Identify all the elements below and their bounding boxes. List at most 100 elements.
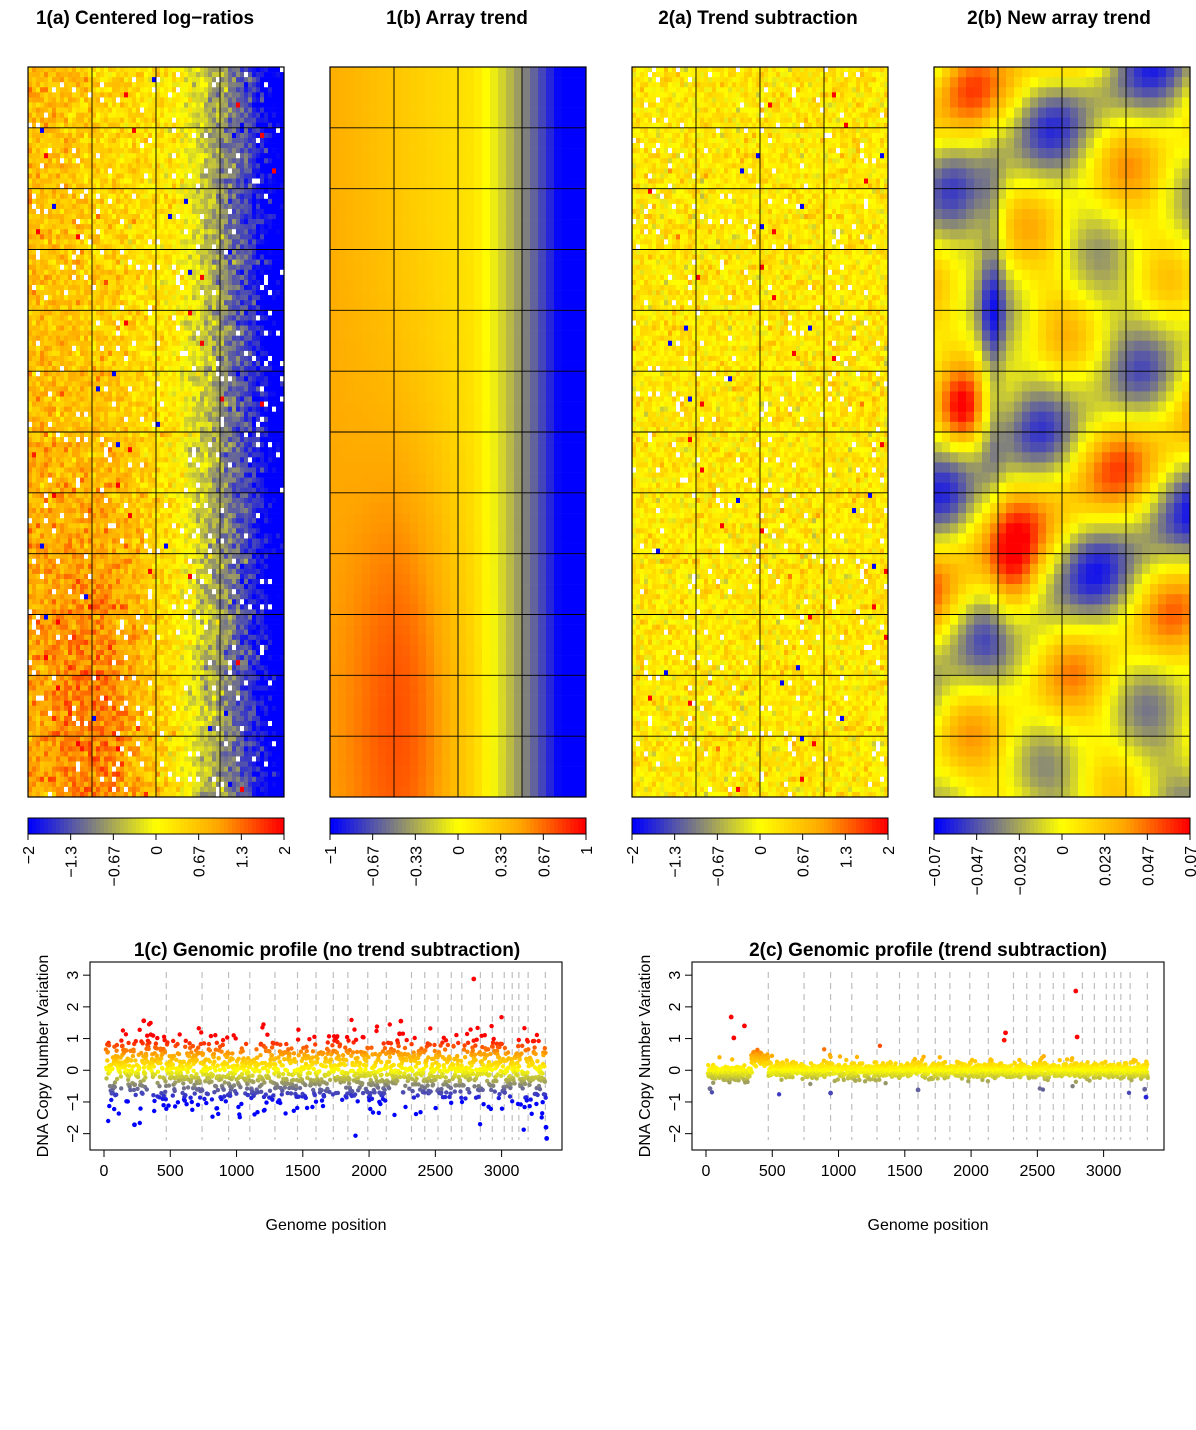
data-point bbox=[200, 1051, 206, 1056]
data-point bbox=[440, 1040, 445, 1045]
data-point bbox=[837, 1054, 843, 1059]
data-point bbox=[396, 1043, 401, 1049]
colorbar-tick-label: 0 bbox=[149, 846, 166, 855]
colorbar-tick-label: −0.07 bbox=[927, 846, 944, 887]
data-point bbox=[219, 1049, 224, 1054]
data-point bbox=[230, 1051, 235, 1056]
data-points bbox=[103, 976, 550, 1141]
data-point bbox=[192, 1075, 198, 1080]
data-point bbox=[489, 1067, 495, 1073]
data-point bbox=[226, 1051, 231, 1056]
outlier-point bbox=[398, 1018, 404, 1024]
data-point bbox=[209, 1079, 214, 1084]
data-point bbox=[220, 1037, 226, 1043]
data-point bbox=[173, 1080, 178, 1085]
data-point bbox=[132, 1082, 138, 1087]
data-point bbox=[197, 1095, 203, 1100]
data-point bbox=[432, 1048, 437, 1054]
data-point bbox=[539, 1115, 544, 1120]
data-point bbox=[398, 1070, 403, 1075]
data-point bbox=[131, 1087, 137, 1093]
outlier-point bbox=[1074, 1034, 1080, 1040]
data-point bbox=[391, 1048, 397, 1053]
data-point bbox=[118, 1070, 123, 1075]
data-point bbox=[275, 1067, 280, 1072]
data-point bbox=[363, 1067, 368, 1072]
x-tick-label: 1000 bbox=[821, 1163, 857, 1180]
data-point bbox=[522, 1026, 527, 1031]
data-point bbox=[246, 1074, 251, 1080]
x-tick-label: 500 bbox=[157, 1163, 184, 1180]
data-point bbox=[893, 1061, 898, 1066]
data-point bbox=[403, 1083, 408, 1089]
data-point bbox=[239, 1101, 244, 1107]
data-point bbox=[157, 1084, 162, 1089]
heatmap-4 bbox=[933, 66, 1191, 798]
data-point bbox=[373, 1075, 379, 1081]
data-point bbox=[472, 1084, 477, 1089]
data-point bbox=[106, 1043, 112, 1048]
data-point bbox=[184, 1102, 189, 1107]
data-point bbox=[333, 1078, 338, 1083]
data-point bbox=[291, 1108, 296, 1114]
data-point bbox=[140, 1091, 145, 1096]
y-tick-label: 0 bbox=[65, 1066, 82, 1075]
data-point bbox=[265, 1032, 270, 1037]
data-point bbox=[443, 1038, 449, 1043]
data-point bbox=[489, 1023, 494, 1029]
data-point bbox=[107, 1083, 113, 1089]
data-point bbox=[326, 1048, 331, 1054]
data-point bbox=[923, 1062, 928, 1067]
data-point bbox=[261, 1022, 266, 1027]
data-point bbox=[380, 1049, 385, 1054]
data-point bbox=[250, 1073, 255, 1078]
colorbar-3: −2 −1.3 −0.67 0 0.67 1.3 2 bbox=[625, 817, 898, 886]
data-point bbox=[522, 1104, 527, 1110]
data-point bbox=[280, 1088, 285, 1094]
data-point bbox=[418, 1050, 423, 1055]
data-point bbox=[282, 1085, 288, 1090]
data-point bbox=[212, 1059, 217, 1065]
data-point bbox=[822, 1047, 827, 1052]
data-point bbox=[504, 1084, 510, 1089]
data-point bbox=[321, 1094, 327, 1099]
outlier-point bbox=[828, 1090, 833, 1096]
data-point bbox=[289, 1046, 294, 1051]
data-point bbox=[543, 1095, 548, 1100]
data-point bbox=[198, 1041, 203, 1047]
data-point bbox=[516, 1064, 522, 1069]
data-point bbox=[152, 1108, 157, 1114]
data-point bbox=[379, 1072, 384, 1078]
data-point bbox=[208, 1033, 214, 1039]
data-point bbox=[170, 1093, 175, 1098]
data-point bbox=[155, 1080, 160, 1086]
data-point bbox=[259, 1089, 264, 1095]
panel-title-2b: 2(b) New array trend bbox=[909, 8, 1196, 30]
data-point bbox=[133, 1039, 138, 1044]
data-point bbox=[230, 1056, 235, 1062]
data-point bbox=[515, 1060, 520, 1066]
data-point bbox=[202, 1096, 207, 1102]
data-point bbox=[174, 1057, 179, 1063]
data-point bbox=[459, 1099, 465, 1105]
colorbar-tick-label: 0.047 bbox=[1140, 846, 1157, 886]
data-point bbox=[527, 1082, 532, 1088]
data-point bbox=[862, 1079, 868, 1084]
data-point bbox=[375, 1085, 381, 1090]
data-point bbox=[1110, 1074, 1116, 1080]
data-point bbox=[445, 1042, 451, 1048]
x-axis-label: Genome position bbox=[868, 1217, 989, 1234]
data-point bbox=[153, 1041, 159, 1046]
data-point bbox=[766, 1054, 771, 1060]
data-point bbox=[1070, 1056, 1075, 1061]
data-point bbox=[410, 1068, 415, 1074]
data-point bbox=[392, 1112, 397, 1118]
chart-title-1c: 1(c) Genomic profile (no trend subtracti… bbox=[67, 940, 587, 962]
colorbar-tick-label: 1.3 bbox=[234, 846, 251, 868]
data-point bbox=[127, 1084, 132, 1090]
y-tick-label: −1 bbox=[667, 1093, 684, 1111]
data-point bbox=[105, 1058, 110, 1063]
y-axis-label: DNA Copy Number Variation bbox=[35, 955, 52, 1157]
data-point bbox=[124, 1048, 129, 1053]
data-point bbox=[481, 1102, 486, 1107]
